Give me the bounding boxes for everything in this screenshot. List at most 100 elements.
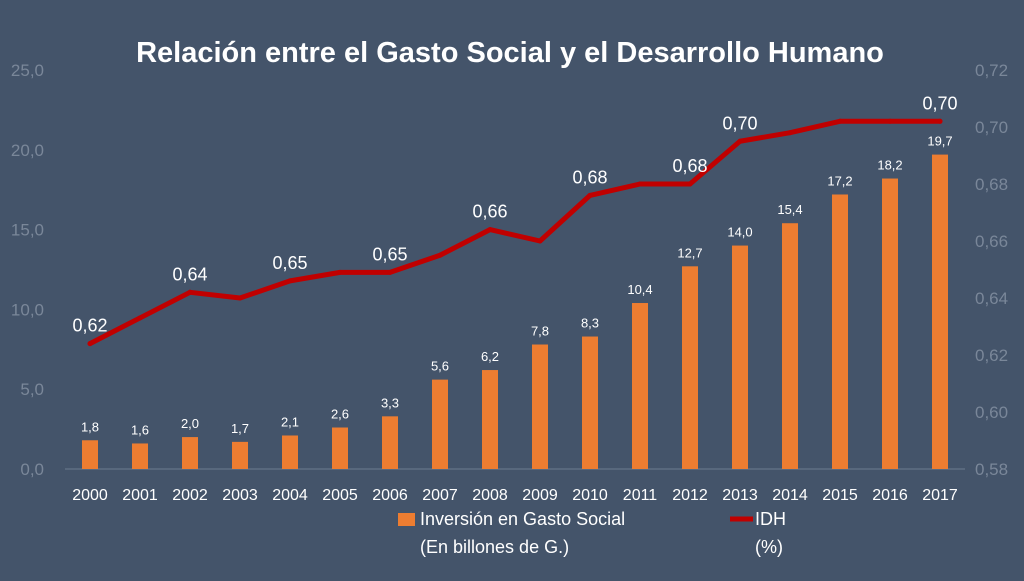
x-axis-tick-label: 2010: [572, 487, 608, 504]
x-axis-tick-label: 2004: [272, 487, 308, 504]
chart-title: Relación entre el Gasto Social y el Desa…: [136, 37, 884, 69]
idh-data-label: 0,70: [922, 93, 957, 113]
bar-data-label: 5,6: [431, 359, 449, 374]
bar-data-label: 6,2: [481, 349, 499, 364]
left-axis-tick-label: 20,0: [11, 141, 44, 160]
bar: [232, 441, 248, 469]
bar-data-label: 15,4: [777, 202, 802, 217]
idh-point: [487, 227, 493, 233]
right-axis-tick-label: 0,68: [975, 175, 1008, 194]
bar: [82, 440, 98, 469]
bar: [782, 223, 798, 469]
line-data-labels: 0,62 0,64 0,65 0,65 0,66 0,68 0,68 0,70 0,70: [72, 93, 957, 335]
right-axis-tick-label: 0,64: [975, 289, 1008, 308]
idh-point: [637, 181, 643, 187]
bar-data-label: 17,2: [827, 173, 852, 188]
bar-data-label: 1,7: [231, 421, 249, 436]
x-axis-ticks: 2000 2001 2002 2003 2004 2005 2006 2007 2008 2009…: [72, 487, 958, 504]
x-axis-tick-label: 2007: [422, 487, 458, 504]
bar-data-label: 14,0: [727, 225, 752, 240]
bar-series: [82, 154, 948, 469]
bar: [732, 245, 748, 469]
line-series: [87, 118, 943, 347]
bar-data-label: 19,7: [927, 134, 952, 149]
bar-data-labels: 1,8 1,6 2,0 1,7 2,1 2,6 3,3 5,6 6,2 7,8 8,3 10,4 12,…: [81, 134, 953, 438]
bar-data-label: 18,2: [877, 158, 902, 173]
bar-data-label: 1,8: [81, 419, 99, 434]
bar: [632, 303, 648, 469]
idh-point: [337, 269, 343, 275]
bar: [282, 435, 298, 469]
legend-line-label-line2: (%): [755, 537, 783, 557]
bar: [382, 416, 398, 469]
legend-bar-swatch: [398, 513, 415, 526]
bar: [532, 344, 548, 469]
right-axis-tick-label: 0,66: [975, 232, 1008, 251]
idh-data-label: 0,68: [572, 167, 607, 187]
idh-point: [287, 278, 293, 284]
idh-point: [187, 289, 193, 295]
idh-point: [587, 192, 593, 198]
left-axis-tick-label: 0,0: [20, 460, 44, 479]
legend: Inversión en Gasto Social (En billones d…: [398, 509, 786, 557]
x-axis-tick-label: 2012: [672, 487, 708, 504]
idh-line: [87, 118, 943, 347]
bar: [582, 336, 598, 469]
x-axis-tick-label: 2013: [722, 487, 758, 504]
idh-data-label: 0,66: [472, 202, 507, 222]
idh-point: [787, 130, 793, 136]
bar: [482, 370, 498, 469]
x-axis-tick-label: 2016: [872, 487, 908, 504]
right-axis-tick-label: 0,72: [975, 61, 1008, 80]
bar: [132, 443, 148, 469]
bar-data-label: 2,6: [331, 407, 349, 422]
idh-data-label: 0,62: [72, 316, 107, 336]
left-axis-tick-label: 15,0: [11, 221, 44, 240]
x-axis-tick-label: 2014: [772, 487, 808, 504]
x-axis-tick-label: 2001: [122, 487, 158, 504]
legend-bar-label-line2: (En billones de G.): [420, 537, 569, 557]
x-axis-tick-label: 2005: [322, 487, 358, 504]
x-axis-tick-label: 2000: [72, 487, 108, 504]
idh-point: [687, 181, 693, 187]
idh-data-label: 0,64: [172, 264, 207, 284]
x-axis-tick-label: 2009: [522, 487, 558, 504]
legend-line-label: IDH: [755, 509, 786, 529]
right-axis-tick-label: 0,60: [975, 403, 1008, 422]
bar: [882, 178, 898, 469]
bar: [432, 379, 448, 469]
x-axis-tick-label: 2003: [222, 487, 258, 504]
idh-point: [437, 252, 443, 258]
bar-data-label: 10,4: [627, 282, 652, 297]
bar-data-label: 1,6: [131, 422, 149, 437]
x-axis-tick-label: 2015: [822, 487, 858, 504]
right-axis-tick-label: 0,62: [975, 346, 1008, 365]
bar-data-label: 7,8: [531, 324, 549, 339]
right-axis-tick-label: 0,58: [975, 460, 1008, 479]
right-axis-tick-label: 0,70: [975, 118, 1008, 137]
idh-point: [87, 341, 93, 347]
bar-data-label: 3,3: [381, 395, 399, 410]
bar: [682, 266, 698, 469]
bar-data-label: 2,0: [181, 416, 199, 431]
idh-point: [137, 315, 143, 321]
bar: [332, 427, 348, 469]
x-axis-tick-label: 2008: [472, 487, 508, 504]
bar-data-label: 8,3: [581, 316, 599, 331]
idh-point: [537, 238, 543, 244]
x-axis-tick-label: 2011: [623, 487, 658, 504]
bar: [832, 194, 848, 469]
idh-point: [387, 269, 393, 275]
left-axis: 0,0 5,0 10,0 15,0 20,0 25,0: [11, 61, 44, 479]
idh-point: [887, 118, 893, 124]
idh-data-label: 0,70: [722, 113, 757, 133]
bar: [932, 154, 948, 469]
idh-data-label: 0,65: [272, 253, 307, 273]
legend-bar-label: Inversión en Gasto Social: [420, 509, 625, 529]
bar: [182, 437, 198, 469]
idh-point: [837, 118, 843, 124]
idh-point: [937, 118, 943, 124]
x-axis-tick-label: 2006: [372, 487, 408, 504]
